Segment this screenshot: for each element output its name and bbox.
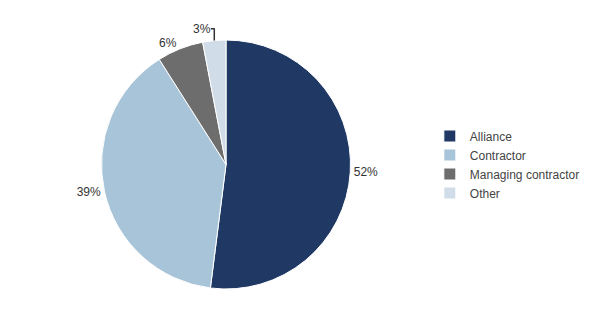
svg-text:Other: Other (470, 187, 500, 201)
svg-text:Alliance: Alliance (470, 130, 512, 144)
svg-text:3%: 3% (193, 22, 211, 36)
svg-text:52%: 52% (354, 165, 378, 179)
svg-text:6%: 6% (159, 36, 177, 50)
svg-text:Managing contractor: Managing contractor (470, 168, 579, 182)
svg-text:Contractor: Contractor (470, 149, 526, 163)
svg-text:39%: 39% (77, 185, 101, 199)
